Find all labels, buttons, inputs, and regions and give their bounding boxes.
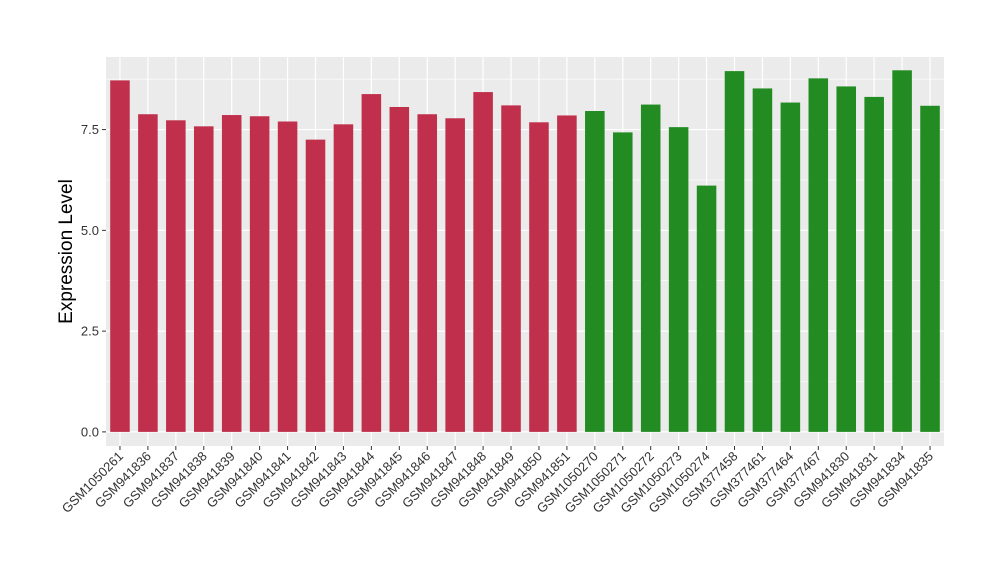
bar-GSM377464: [780, 102, 801, 432]
bar-GSM941844: [361, 94, 382, 432]
bar-GSM1050270: [585, 111, 605, 432]
y-tick-label: 0.0: [81, 424, 99, 439]
bars: [110, 70, 940, 432]
bar-GSM941834: [892, 70, 912, 432]
bar-GSM377467: [808, 78, 829, 432]
y-tick-label: 2.5: [81, 324, 99, 339]
bar-GSM941837: [166, 120, 186, 432]
bar-GSM941839: [221, 115, 242, 432]
y-tick-label: 7.5: [81, 122, 99, 137]
bar-GSM941840: [249, 116, 270, 432]
bar-GSM1050272: [640, 104, 661, 432]
bar-GSM941845: [389, 106, 410, 432]
bar-GSM1050261: [110, 80, 130, 432]
bar-GSM377458: [724, 71, 745, 432]
bar-GSM941838: [193, 126, 214, 432]
bar-GSM941851: [557, 115, 577, 432]
bar-GSM941841: [277, 121, 298, 432]
bar-GSM1050271: [612, 132, 633, 432]
bar-GSM941847: [445, 118, 465, 432]
bar-GSM1050273: [668, 127, 689, 432]
y-tick-label: 5.0: [81, 223, 99, 238]
plot-panel: [106, 57, 944, 446]
bar-GSM941848: [473, 92, 493, 432]
bar-GSM941831: [864, 96, 884, 432]
bar-GSM941836: [138, 114, 158, 432]
bar-GSM941830: [836, 86, 857, 432]
bar-GSM377461: [752, 88, 773, 432]
bar-GSM941842: [305, 139, 326, 432]
bar-GSM1050274: [696, 185, 717, 432]
bar-GSM941843: [333, 124, 354, 432]
y-axis-label: Expression Level: [56, 179, 77, 324]
bar-GSM941846: [417, 114, 438, 432]
bar-GSM941850: [529, 122, 549, 432]
bar-GSM941849: [501, 105, 521, 432]
bar-GSM941835: [920, 105, 940, 432]
